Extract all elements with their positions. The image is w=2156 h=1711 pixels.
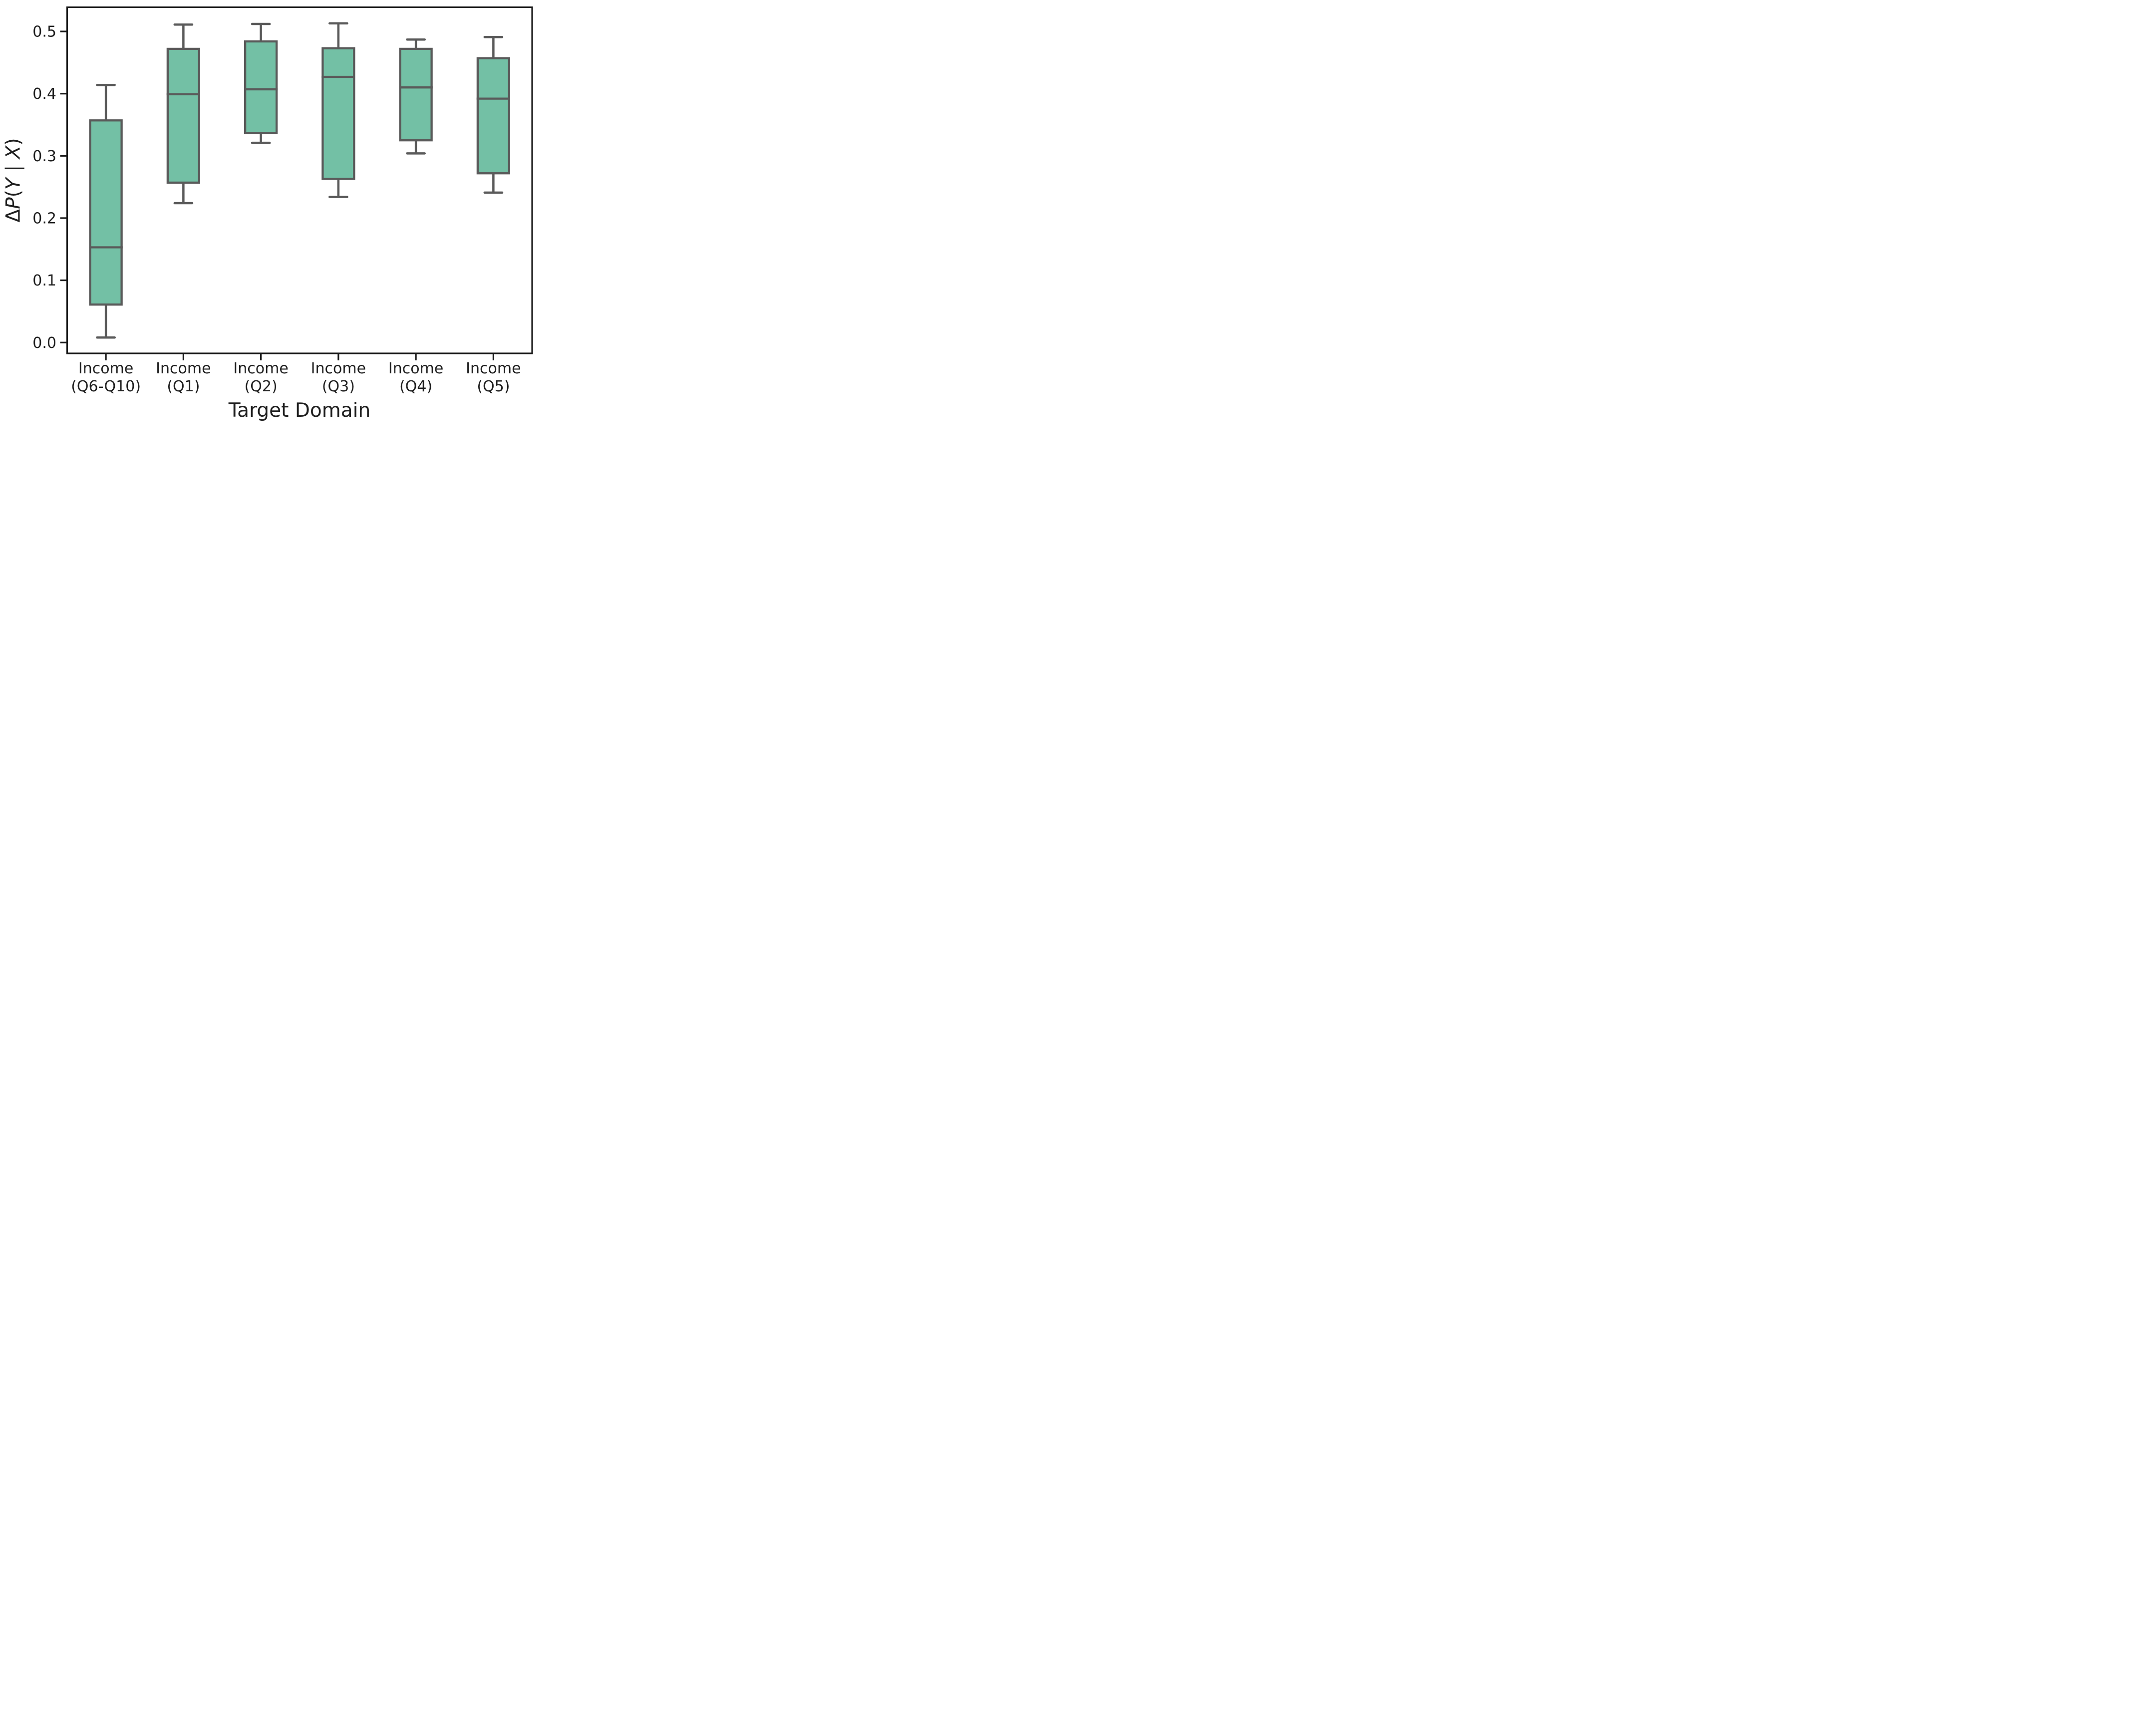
y-axis-title-part: (	[2, 190, 25, 198]
category-label-line2: (Q3)	[322, 378, 355, 395]
category-label-line2: (Q2)	[245, 378, 278, 395]
category-label-line2: (Q6-Q10)	[71, 378, 141, 395]
y-tick-label: 0.2	[32, 210, 56, 227]
y-axis-title-part: )	[2, 138, 25, 146]
y-tick-label: 0.1	[32, 272, 56, 289]
category-label-line2: (Q5)	[477, 378, 510, 395]
category-label-line1: Income	[78, 360, 133, 377]
y-tick-label: 0.4	[32, 85, 56, 103]
category-label-line1: Income	[233, 360, 288, 377]
category-label-line1: Income	[466, 360, 521, 377]
plot-frame	[66, 6, 533, 354]
box-rect	[166, 47, 201, 184]
x-axis-title: Target Domain	[228, 399, 371, 422]
category-label-line1: Income	[156, 360, 211, 377]
category-label-line2: (Q1)	[167, 378, 200, 395]
y-axis-title-part: |	[2, 159, 25, 178]
box-rect	[244, 40, 278, 134]
y-axis-title-part: P	[2, 197, 25, 209]
y-axis-title-part: X	[2, 145, 25, 159]
box-rect	[321, 47, 355, 180]
box-rect	[89, 119, 123, 306]
y-axis-title: ΔP(Y | X)	[2, 138, 25, 222]
category-label-line1: Income	[311, 360, 366, 377]
box-rect	[476, 57, 511, 175]
chart-canvas: 0.00.10.20.30.40.5Income(Q6-Q10)Income(Q…	[32, 6, 533, 395]
y-tick-label: 0.0	[32, 334, 56, 352]
category-label-line1: Income	[388, 360, 443, 377]
category-label-line2: (Q4)	[399, 378, 432, 395]
y-tick-label: 0.5	[32, 23, 56, 41]
y-tick-label: 0.3	[32, 148, 56, 165]
y-axis-title-part: Δ	[2, 209, 25, 223]
box-rect	[399, 47, 433, 142]
boxplot-figure: 0.0 0.1 0.2 0.3 0.4 0.5 Income (Q6-Q10) Income (Q…	[0, 0, 539, 428]
y-axis-title-part: Y	[2, 178, 25, 190]
